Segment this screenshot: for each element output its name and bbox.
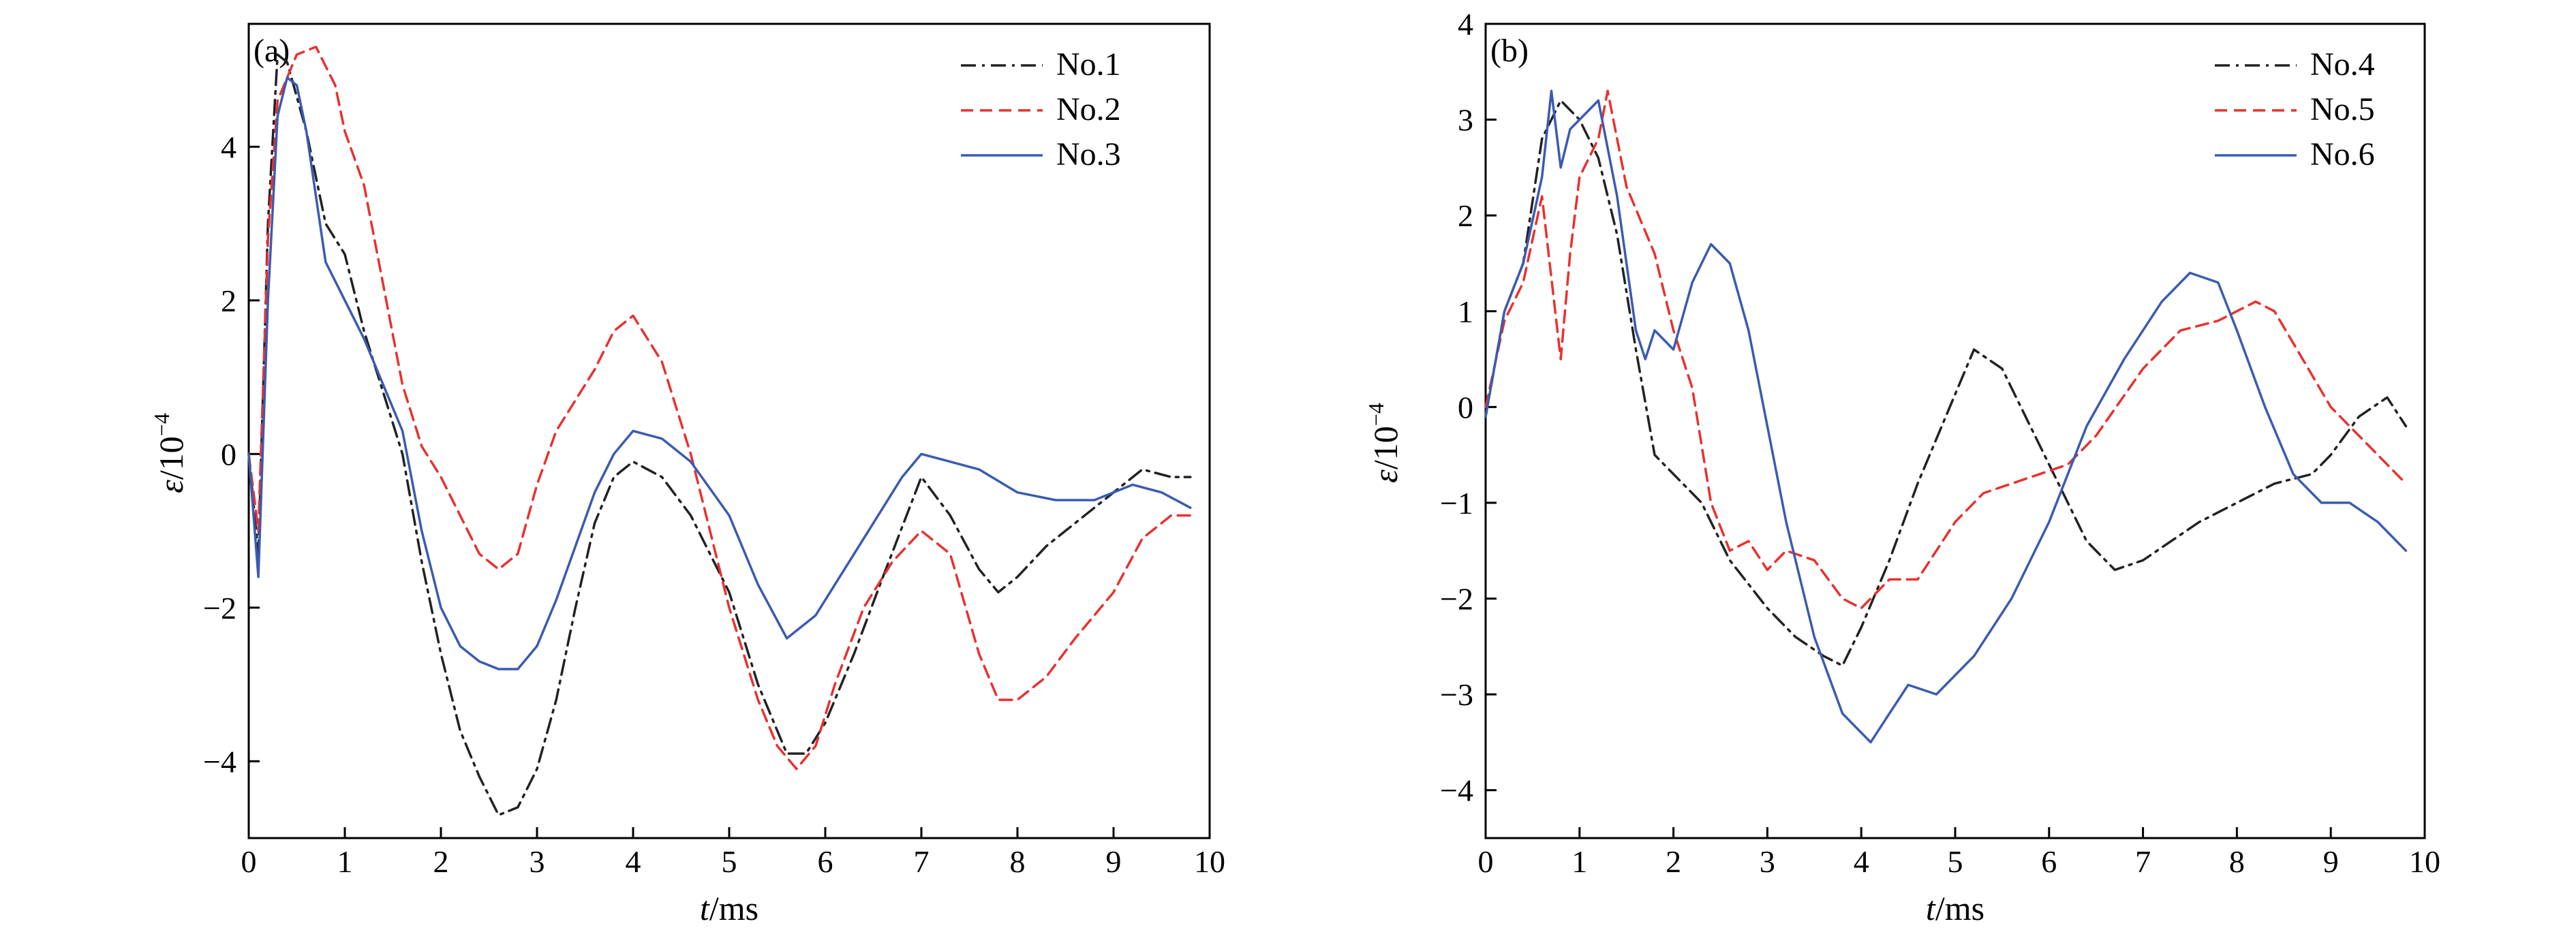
panel-b-y-axis-var: ε [1366,469,1405,483]
panel-a-x-ticks: 0 1 2 3 4 5 6 7 8 9 10 [241,827,1225,879]
panel-a-legend-label: No.2 [1056,91,1121,127]
panel-a-y-tick-label: 4 [221,129,236,164]
panel-b-y-tick-label: 4 [1458,7,1473,42]
panel-b-series-no5-line [1484,89,2408,610]
panel-b-x-axis-unit: /ms [1935,889,1984,927]
panel-a-y-axis-exp: −4 [149,413,174,436]
panel-b-x-tick-label: 1 [1571,844,1587,879]
panel-b-y-tick-label: 0 [1458,390,1473,424]
panel-b-x-tick-label: 5 [1948,844,1963,879]
panel-a-series-no1-line [247,53,1192,816]
panel-b-legend-label: No.4 [2310,46,2375,82]
panel-a-x-tick-label: 2 [433,844,449,879]
panel-b-y-tick-label: −1 [1440,486,1473,521]
panel-b-y-tick-label: −3 [1440,677,1473,712]
panel-a-y-tick-label: −2 [203,591,236,625]
panel-b-y-axis-unit: /10 [1366,426,1405,469]
panel-b-x-tick-label: 8 [2229,844,2245,879]
panel-a-x-tick-label: 0 [241,844,257,879]
panel-b-series-no4-line [1484,99,2408,667]
panel-a-series-no2-line [247,46,1192,771]
panel-a-x-tick-label: 1 [337,844,353,879]
panel-b-y-tick-label: 3 [1458,103,1473,138]
panel-b-x-tick-label: 4 [1854,844,1869,879]
panel-a-x-axis-unit: /ms [709,889,758,927]
panel-a-y-tick-label: 2 [221,283,236,318]
panel-b-legend-label: No.6 [2310,136,2375,172]
panel-a-y-tick-label: 0 [221,437,236,472]
panel-b-x-tick-label: 2 [1666,844,1681,879]
panel-a-legend: No.1 No.2 No.3 [961,46,1121,172]
panel-a-series-no3-line [247,76,1192,670]
panel-b-y-tick-label: 1 [1458,294,1473,329]
panel-a-legend-label: No.1 [1056,46,1121,82]
panel-b-plot-frame [1484,22,2426,839]
panel-b-x-ticks: 0 1 2 3 4 5 6 7 8 9 10 [1478,827,2440,879]
panel-b-x-tick-label: 10 [2409,844,2440,879]
panel-a-x-axis-var: t [700,889,710,927]
panel-b-y-tick-label: −2 [1440,582,1473,617]
panel-a-y-axis-var: ε [152,480,190,493]
panel-b-y-axis-exp: −4 [1364,403,1388,426]
panel-a-x-tick-label: 7 [914,844,930,879]
panel-b-series [1484,89,2408,744]
panel-a-x-tick-label: 5 [722,844,737,879]
panel-b-x-tick-label: 6 [2041,844,2057,879]
panel-b-x-axis-var: t [1926,889,1936,927]
panel-b-x-tick-label: 7 [2135,844,2151,879]
panel-b-x-tick-label: 9 [2323,844,2339,879]
panel-b-y-tick-label: −4 [1440,773,1473,808]
panel-b-series-no6-line [1484,89,2408,744]
panel-a-series [247,46,1192,816]
panel-a-y-axis-unit: /10 [152,436,190,480]
panel-a-x-tick-label: 6 [818,844,833,879]
panel-b-y-ticks: −4 −3 −2 −1 0 1 2 3 4 [1440,7,1497,808]
panel-b-x-tick-label: 0 [1478,844,1494,879]
panel-b-y-tick-label: 2 [1458,198,1473,233]
panel-a-x-tick-label: 4 [626,844,641,879]
panel-b-label: (b) [1490,33,1529,69]
panel-a-y-ticks: −4 −2 0 2 4 [203,129,260,779]
panel-b-x-axis-title: t/ms [1926,889,1984,927]
panel-a-x-tick-label: 10 [1194,844,1225,879]
panel-a-x-axis-title: t/ms [700,889,758,927]
panel-a-y-axis-title: ε/10−4 [149,413,190,493]
panel-b-x-tick-label: 3 [1760,844,1775,879]
panel-a-x-tick-label: 3 [530,844,545,879]
panel-a-y-tick-label: −4 [203,744,236,779]
panel-b-y-axis-title: ε/10−4 [1364,403,1405,483]
panel-b-legend: No.4 No.5 No.6 [2215,46,2375,172]
panel-a-legend-label: No.3 [1056,136,1121,172]
panel-a-x-tick-label: 9 [1106,844,1122,879]
panel-a-x-tick-label: 8 [1010,844,1026,879]
panel-a-label: (a) [254,33,290,69]
panel-b-legend-label: No.5 [2310,91,2375,127]
